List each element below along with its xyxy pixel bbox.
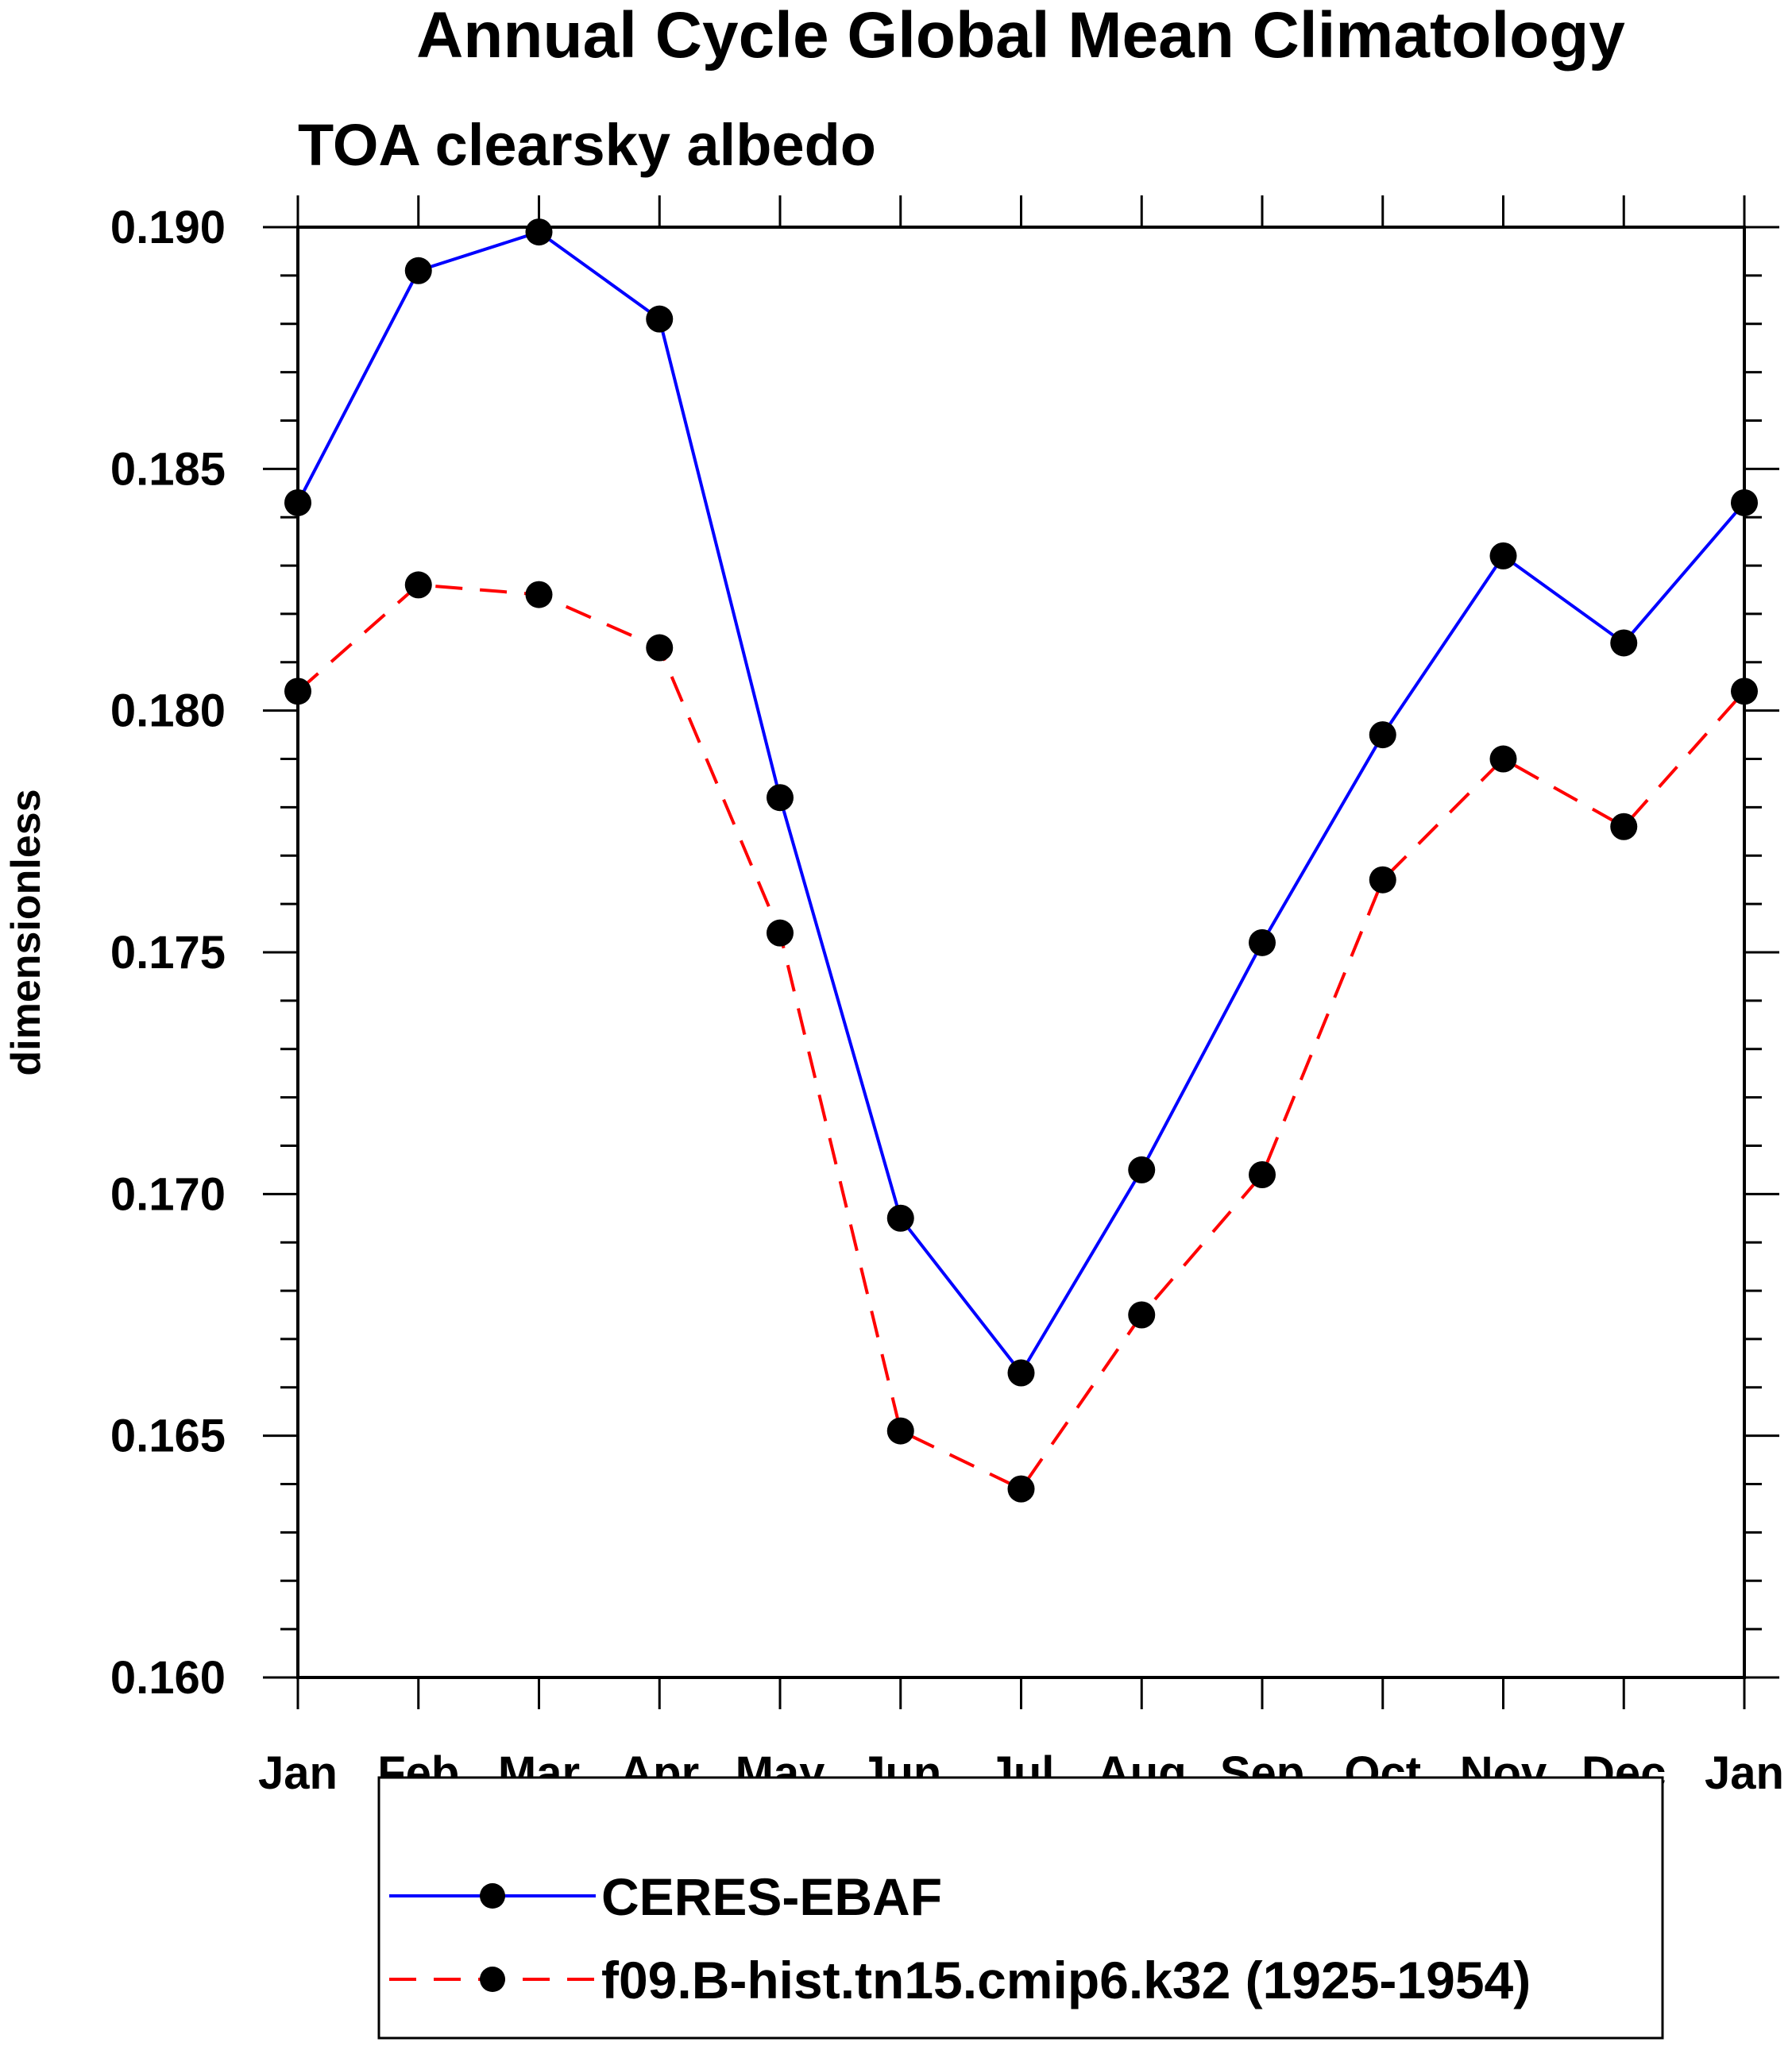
series-1-point (1489, 542, 1517, 569)
series-1-point (1007, 1359, 1035, 1387)
y-axis-label: dimensionless (3, 789, 49, 1075)
y-tick-label: 0.190 (110, 202, 226, 253)
series-2-point (1731, 677, 1758, 705)
legend-marker-2 (480, 1967, 505, 1992)
series-2-point (1369, 866, 1396, 894)
plot-frame (296, 226, 1746, 1679)
series-1-point (767, 784, 794, 812)
series-2-point (1249, 1160, 1276, 1188)
chart-subtitle: TOA clearsky albedo (298, 112, 876, 178)
series-line-2 (296, 583, 1746, 1491)
series-1-point (1249, 928, 1276, 956)
series-1-point (525, 218, 553, 246)
x-tick-label: Jan (1705, 1747, 1784, 1799)
series-line-1 (296, 230, 1746, 1375)
series-1-point (1731, 488, 1758, 516)
series-1-point (646, 305, 674, 333)
y-tick-label: 0.185 (110, 443, 226, 495)
series-1-point (1610, 629, 1638, 657)
series-2-point (525, 581, 553, 608)
chart-title: Annual Cycle Global Mean Climatology (416, 0, 1625, 71)
series-2-point (1610, 813, 1638, 840)
series-1-point (404, 257, 432, 284)
legend-marker-1 (480, 1883, 505, 1909)
y-tick-label: 0.165 (110, 1411, 226, 1462)
y-tick-label: 0.175 (110, 927, 226, 979)
axis-ticks: Jan Feb Mar Apr May Jun Jul Aug Sep Oct Nov Dec Jan0… (110, 195, 1784, 1799)
series-2-point (1489, 745, 1517, 773)
series-1-point (1128, 1156, 1156, 1183)
series-2-point (284, 677, 311, 705)
series-1-point (284, 488, 311, 516)
y-tick-label: 0.180 (110, 685, 226, 737)
x-tick-label: Jan (258, 1747, 338, 1799)
series-2-point (404, 571, 432, 599)
legend-label-1: CERES-EBAF (601, 1867, 942, 1926)
series-2-point (886, 1417, 914, 1445)
series-2-point (1128, 1301, 1156, 1329)
legend-label-2: f09.B-hist.tn15.cmip6.k32 (1925-1954) (601, 1951, 1531, 2009)
series-layer (284, 218, 1758, 1503)
y-tick-label: 0.170 (110, 1168, 226, 1220)
legend-box (377, 1776, 1664, 2040)
y-tick-label: 0.160 (110, 1652, 226, 1704)
series-1-point (886, 1204, 914, 1232)
legend: CERES-EBAF f09.B-hist.tn15.cmip6.k32 (192… (377, 1776, 1664, 2040)
series-2-point (646, 634, 674, 662)
series-2-point (767, 919, 794, 947)
series-2-point (1007, 1475, 1035, 1503)
series-1-point (1369, 721, 1396, 749)
